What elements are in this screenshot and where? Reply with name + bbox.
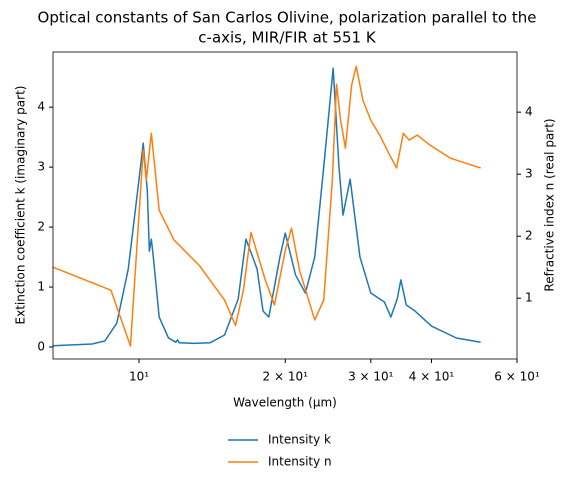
chart-title: c-axis, MIR/FIR at 551 K (198, 29, 377, 47)
y2-tick-label: 3 (525, 167, 533, 181)
x-tick-label: 6 × 10¹ (494, 370, 540, 384)
x-tick-label: 2 × 10¹ (263, 370, 309, 384)
plot-frame (52, 51, 518, 360)
y2-tick-label: 4 (525, 105, 533, 119)
y-tick-label: 4 (37, 100, 45, 114)
y2-axis-label: Refractive index n (real part) (543, 118, 557, 291)
legend-label: Intensity n (268, 455, 332, 469)
y2-tick-label: 1 (525, 291, 533, 305)
data-line (53, 65, 481, 347)
y-tick-label: 1 (37, 280, 45, 294)
data-line (53, 67, 481, 347)
y-tick-label: 3 (37, 160, 45, 174)
x-tick-label: 3 × 10¹ (348, 370, 394, 384)
y-tick-label: 2 (37, 220, 45, 234)
y-axis-label: Extinction coefficient k (imaginary part… (14, 86, 28, 325)
y2-tick-label: 2 (525, 229, 533, 243)
x-tick-label: 10¹ (129, 370, 149, 384)
y-tick-label: 0 (37, 340, 45, 354)
chart-title: Optical constants of San Carlos Olivine,… (38, 9, 537, 27)
x-tick-label: 4 × 10¹ (409, 370, 455, 384)
legend-label: Intensity k (268, 433, 331, 447)
x-axis-label: Wavelength (μm) (233, 396, 337, 410)
